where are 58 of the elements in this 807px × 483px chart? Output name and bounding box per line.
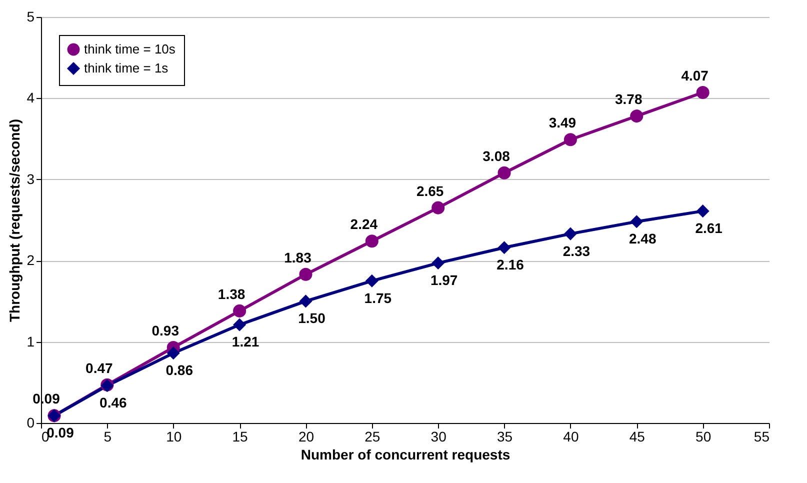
data-label: 2.61: [695, 220, 723, 236]
point: [498, 241, 511, 254]
x-tick-label: 45: [629, 428, 646, 444]
data-label: 2.33: [562, 242, 590, 259]
data-label: 0.46: [100, 394, 128, 411]
x-tick-label: 20: [298, 428, 314, 444]
data-label: 3.08: [482, 148, 510, 164]
x-axis-title: Number of concurrent requests: [300, 446, 510, 462]
point: [630, 110, 644, 123]
point: [365, 234, 378, 248]
data-label: 1.83: [284, 249, 312, 266]
x-tick-label: 5: [104, 428, 112, 444]
data-label: 1.75: [364, 290, 392, 306]
x-tick-label: 50: [696, 428, 712, 444]
point: [432, 201, 445, 214]
data-label: 1.50: [298, 310, 326, 326]
data-label: 2.65: [416, 182, 444, 199]
y-tick-label: 0: [26, 414, 35, 430]
y-tick-label: 3: [26, 170, 35, 187]
data-label: 4.07: [681, 68, 709, 84]
data-label: 3.49: [548, 114, 576, 131]
point: [233, 318, 246, 332]
point: [630, 215, 644, 228]
data-label: 1.97: [430, 272, 458, 288]
point: [166, 346, 180, 360]
data-label: 2.16: [496, 256, 524, 273]
x-tick-label: 55: [754, 428, 770, 444]
y-axis-title: Throughput (requests/second): [6, 119, 23, 322]
data-label: 0.86: [166, 362, 194, 378]
point: [696, 86, 710, 100]
data-label: 1.21: [232, 334, 260, 350]
point: [498, 166, 511, 180]
y-tick-label: 5: [26, 8, 35, 24]
data-label: 0.47: [86, 360, 114, 376]
x-tick-label: 30: [430, 428, 447, 444]
point: [299, 268, 312, 281]
data-label: 1.38: [218, 286, 246, 302]
point: [233, 304, 246, 318]
x-tick-label: 10: [166, 428, 182, 444]
point: [696, 204, 710, 218]
x-tick-label: 35: [496, 428, 513, 444]
data-label: 2.24: [350, 216, 378, 232]
point: [365, 274, 378, 288]
data-label: 0.93: [152, 322, 180, 338]
x-tick-label: 25: [364, 428, 380, 444]
y-tick-label: 1: [26, 333, 35, 350]
data-label: 2.48: [629, 230, 656, 247]
x-tick-label: 15: [232, 428, 248, 444]
x-tick-label: 40: [563, 428, 579, 444]
y-tick-label: 4: [26, 90, 35, 106]
data-label: 3.78: [615, 91, 642, 108]
y-tick-label: 2: [26, 252, 35, 268]
point: [564, 227, 577, 240]
point: [564, 133, 577, 146]
legend-label: think time = 10s: [84, 42, 176, 56]
point: [432, 256, 445, 270]
legend-label: think time = 1s: [84, 60, 169, 76]
point: [299, 294, 312, 308]
